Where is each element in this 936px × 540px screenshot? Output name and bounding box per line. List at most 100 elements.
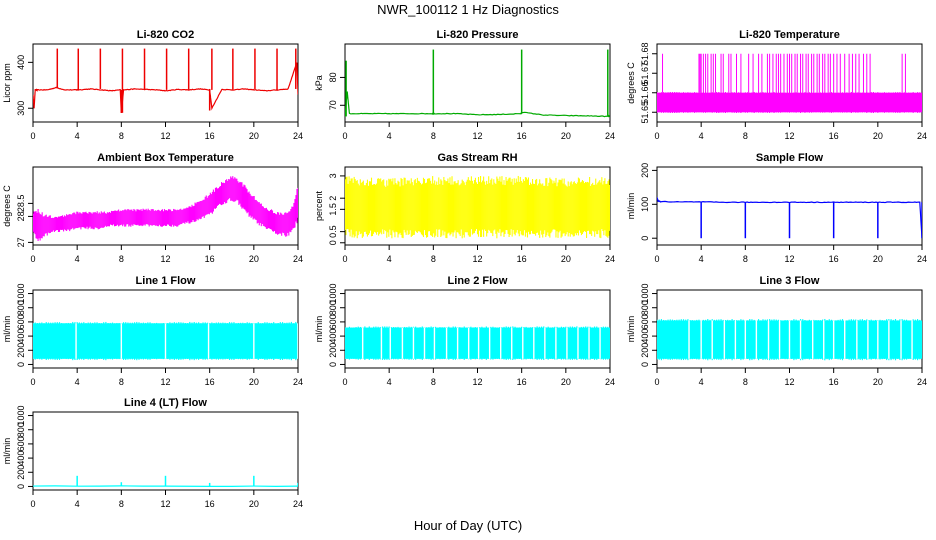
x-tick-label: 24 xyxy=(917,377,927,387)
x-tick-label: 16 xyxy=(829,131,839,141)
y-axis-label: ml/min xyxy=(314,316,324,343)
panel-title: Ambient Box Temperature xyxy=(97,152,234,164)
x-tick-label: 4 xyxy=(699,377,704,387)
panel-1: Li-820 CO2 Licor ppm 0 4 8 12 16 20 24 300 400 xyxy=(2,29,303,141)
y-tick-label: 1000 xyxy=(16,406,26,426)
x-tick-label: 20 xyxy=(561,377,571,387)
x-axis-title: Hour of Day (UTC) xyxy=(413,518,523,533)
y-tick-label: 800 xyxy=(16,300,26,315)
x-tick-label: 20 xyxy=(249,131,259,141)
x-tick-label: 12 xyxy=(160,377,170,387)
y-axis-label: Licor ppm xyxy=(2,63,12,103)
y-tick-label: 800 xyxy=(16,422,26,437)
x-tick-label: 8 xyxy=(743,377,748,387)
y-tick-label: 2 xyxy=(328,196,338,201)
x-tick-label: 20 xyxy=(249,377,259,387)
x-tick-label: 24 xyxy=(605,254,615,264)
x-tick-label: 0 xyxy=(654,377,659,387)
y-tick-label: 800 xyxy=(640,300,650,315)
x-tick-label: 4 xyxy=(75,131,80,141)
y-tick-label: 3 xyxy=(328,173,338,178)
series-7 xyxy=(33,321,298,361)
x-tick-label: 24 xyxy=(293,254,303,264)
series-1 xyxy=(33,48,298,114)
x-tick-label: 8 xyxy=(431,131,436,141)
panel-title: Line 3 Flow xyxy=(760,275,820,287)
y-tick-label: 80 xyxy=(328,72,338,82)
y-tick-label: 70 xyxy=(328,100,338,110)
y-tick-label: 200 xyxy=(640,343,650,358)
panel-3: Li-820 Temperature degrees C 0 4 8 12 16 20 24 51… xyxy=(626,29,927,141)
y-tick-label: 400 xyxy=(16,55,26,70)
x-tick-label: 20 xyxy=(249,254,259,264)
panel-title: Gas Stream RH xyxy=(437,152,517,164)
data-line xyxy=(33,62,298,114)
x-tick-label: 24 xyxy=(293,499,303,509)
y-axis-label: ml/min xyxy=(626,193,636,220)
x-tick-label: 16 xyxy=(517,377,527,387)
x-tick-label: 0 xyxy=(342,377,347,387)
y-tick-label: 300 xyxy=(16,101,26,116)
series-10 xyxy=(33,475,298,488)
y-axis-label: degrees C xyxy=(626,62,636,104)
x-tick-label: 12 xyxy=(472,377,482,387)
y-tick-label: 100 xyxy=(640,197,650,212)
series-9 xyxy=(657,318,922,361)
x-tick-label: 0 xyxy=(342,131,347,141)
x-tick-label: 4 xyxy=(387,377,392,387)
panel-9: Line 3 Flow ml/min 0 4 8 12 16 20 24 0 20040060080… xyxy=(626,275,927,387)
data-line xyxy=(657,197,922,239)
y-tick-label: 51.65 xyxy=(640,101,650,124)
y-axis-label: kPa xyxy=(314,75,324,91)
panel-title: Li-820 CO2 xyxy=(137,29,194,41)
x-tick-label: 12 xyxy=(160,254,170,264)
x-tick-label: 0 xyxy=(30,377,35,387)
series-3 xyxy=(657,53,922,114)
x-tick-label: 20 xyxy=(873,377,883,387)
x-tick-label: 4 xyxy=(387,131,392,141)
x-tick-label: 4 xyxy=(699,131,704,141)
panel-title: Li-820 Pressure xyxy=(437,29,519,41)
x-tick-label: 20 xyxy=(873,254,883,264)
x-tick-label: 4 xyxy=(75,499,80,509)
panel-6: Sample Flow ml/min 0 4 8 12 16 20 24 0 100 200 xyxy=(626,152,927,264)
x-tick-label: 12 xyxy=(472,254,482,264)
series-8 xyxy=(345,326,610,361)
x-tick-label: 12 xyxy=(160,499,170,509)
panel-10: Line 4 (LT) Flow ml/min 0 4 8 12 16 20 24 0 200400… xyxy=(2,397,303,509)
y-tick-label: 600 xyxy=(328,314,338,329)
y-tick-label: 600 xyxy=(640,314,650,329)
x-tick-label: 0 xyxy=(30,499,35,509)
x-tick-label: 24 xyxy=(605,131,615,141)
panel-7: Line 1 Flow ml/min 0 4 8 12 16 20 24 0 20040060080… xyxy=(2,275,303,387)
panel-title: Sample Flow xyxy=(756,152,824,164)
x-tick-label: 8 xyxy=(431,254,436,264)
y-tick-label: 51.66 xyxy=(640,81,650,104)
x-tick-label: 24 xyxy=(293,131,303,141)
x-tick-label: 0 xyxy=(342,254,347,264)
y-axis-label: ml/min xyxy=(626,316,636,343)
page-title: NWR_100112 1 Hz Diagnostics xyxy=(377,2,559,17)
y-tick-label: 0 xyxy=(640,362,650,367)
y-tick-label: 400 xyxy=(640,329,650,344)
y-axis-label: degrees C xyxy=(2,185,12,227)
x-tick-label: 4 xyxy=(75,377,80,387)
plot-frame xyxy=(32,43,299,123)
x-tick-label: 24 xyxy=(917,254,927,264)
panel-title: Line 2 Flow xyxy=(448,275,508,287)
y-axis-label: percent xyxy=(314,190,324,221)
y-tick-label: 0 xyxy=(640,236,650,241)
plot-frame xyxy=(344,43,611,123)
x-tick-label: 16 xyxy=(829,254,839,264)
x-tick-label: 0 xyxy=(30,254,35,264)
y-tick-label: 200 xyxy=(328,343,338,358)
x-tick-label: 4 xyxy=(699,254,704,264)
x-tick-label: 24 xyxy=(917,131,927,141)
x-tick-label: 16 xyxy=(517,254,527,264)
data-line xyxy=(345,91,610,118)
panel-2: Li-820 Pressure kPa 0 4 8 12 16 20 24 70 80 xyxy=(314,29,615,141)
y-tick-label: 1000 xyxy=(640,284,650,304)
y-tick-label: 800 xyxy=(328,300,338,315)
x-tick-label: 4 xyxy=(387,254,392,264)
